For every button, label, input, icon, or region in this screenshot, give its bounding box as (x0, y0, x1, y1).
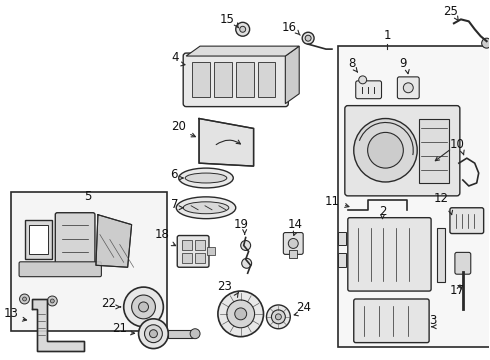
Circle shape (149, 330, 157, 338)
Circle shape (241, 240, 250, 251)
Text: 16: 16 (281, 21, 296, 34)
Text: 7: 7 (171, 198, 178, 211)
Bar (207, 247, 215, 255)
Text: 10: 10 (449, 138, 465, 151)
FancyBboxPatch shape (19, 262, 101, 277)
Bar (182, 240, 192, 251)
Circle shape (50, 299, 54, 303)
Bar (214, 62, 232, 97)
Bar (236, 62, 254, 97)
Text: 17: 17 (449, 284, 465, 297)
Bar (338, 231, 346, 246)
Circle shape (302, 32, 314, 44)
FancyBboxPatch shape (177, 235, 209, 267)
FancyBboxPatch shape (397, 77, 419, 99)
Text: 11: 11 (325, 195, 340, 208)
Bar (338, 253, 346, 267)
Bar (419, 118, 449, 183)
Text: 19: 19 (233, 217, 248, 231)
Polygon shape (199, 118, 254, 166)
Text: 5: 5 (84, 190, 92, 203)
Text: 13: 13 (4, 307, 19, 320)
Circle shape (190, 329, 200, 339)
Ellipse shape (183, 202, 229, 214)
Text: 12: 12 (434, 192, 449, 205)
FancyBboxPatch shape (183, 53, 288, 107)
Circle shape (20, 294, 29, 304)
Text: 25: 25 (443, 5, 458, 18)
FancyBboxPatch shape (283, 233, 303, 255)
Text: 23: 23 (218, 280, 232, 293)
Bar (11, 192, 167, 331)
Circle shape (267, 305, 290, 329)
FancyBboxPatch shape (450, 208, 484, 234)
Circle shape (403, 83, 413, 93)
Circle shape (275, 314, 281, 320)
Ellipse shape (179, 168, 233, 188)
Circle shape (139, 302, 148, 312)
Circle shape (132, 295, 155, 319)
Circle shape (23, 297, 26, 301)
Polygon shape (285, 46, 299, 104)
Circle shape (354, 118, 417, 182)
Bar (258, 62, 275, 97)
Text: 18: 18 (154, 228, 170, 240)
Bar (437, 228, 445, 282)
Circle shape (227, 300, 255, 328)
Circle shape (482, 38, 490, 48)
Circle shape (242, 258, 251, 268)
Polygon shape (32, 299, 84, 351)
Text: 20: 20 (172, 120, 186, 134)
Bar (28, 225, 49, 255)
Text: 6: 6 (170, 168, 177, 181)
Bar (192, 62, 210, 97)
Text: 1: 1 (384, 29, 391, 42)
Circle shape (48, 296, 57, 306)
FancyBboxPatch shape (455, 252, 471, 274)
Text: 22: 22 (101, 297, 116, 310)
Bar (289, 251, 297, 258)
Circle shape (139, 319, 169, 348)
Bar (338, 46, 490, 347)
Text: 8: 8 (348, 57, 355, 70)
Circle shape (368, 132, 403, 168)
FancyBboxPatch shape (354, 299, 429, 343)
FancyBboxPatch shape (55, 213, 95, 266)
Text: 21: 21 (112, 322, 127, 335)
Text: 9: 9 (399, 57, 407, 70)
Polygon shape (186, 46, 299, 56)
Polygon shape (96, 215, 132, 267)
FancyBboxPatch shape (345, 105, 460, 196)
Ellipse shape (176, 197, 236, 219)
Bar (169, 330, 193, 338)
Circle shape (359, 76, 367, 84)
Circle shape (218, 291, 264, 337)
Text: 2: 2 (379, 205, 386, 218)
Text: 4: 4 (172, 51, 179, 64)
Bar (195, 253, 205, 263)
FancyBboxPatch shape (356, 81, 382, 99)
Bar (24, 220, 52, 259)
Circle shape (240, 26, 245, 32)
Circle shape (288, 239, 298, 248)
Circle shape (236, 22, 249, 36)
Text: 15: 15 (220, 13, 235, 26)
FancyBboxPatch shape (348, 218, 431, 291)
Ellipse shape (185, 173, 227, 183)
Circle shape (271, 310, 285, 324)
Text: 14: 14 (288, 217, 303, 231)
Text: 24: 24 (296, 301, 311, 314)
Text: 3: 3 (429, 314, 437, 327)
Circle shape (145, 325, 162, 343)
Circle shape (305, 35, 311, 41)
Bar (195, 240, 205, 251)
Circle shape (235, 308, 246, 320)
Circle shape (123, 287, 163, 327)
Bar (182, 253, 192, 263)
